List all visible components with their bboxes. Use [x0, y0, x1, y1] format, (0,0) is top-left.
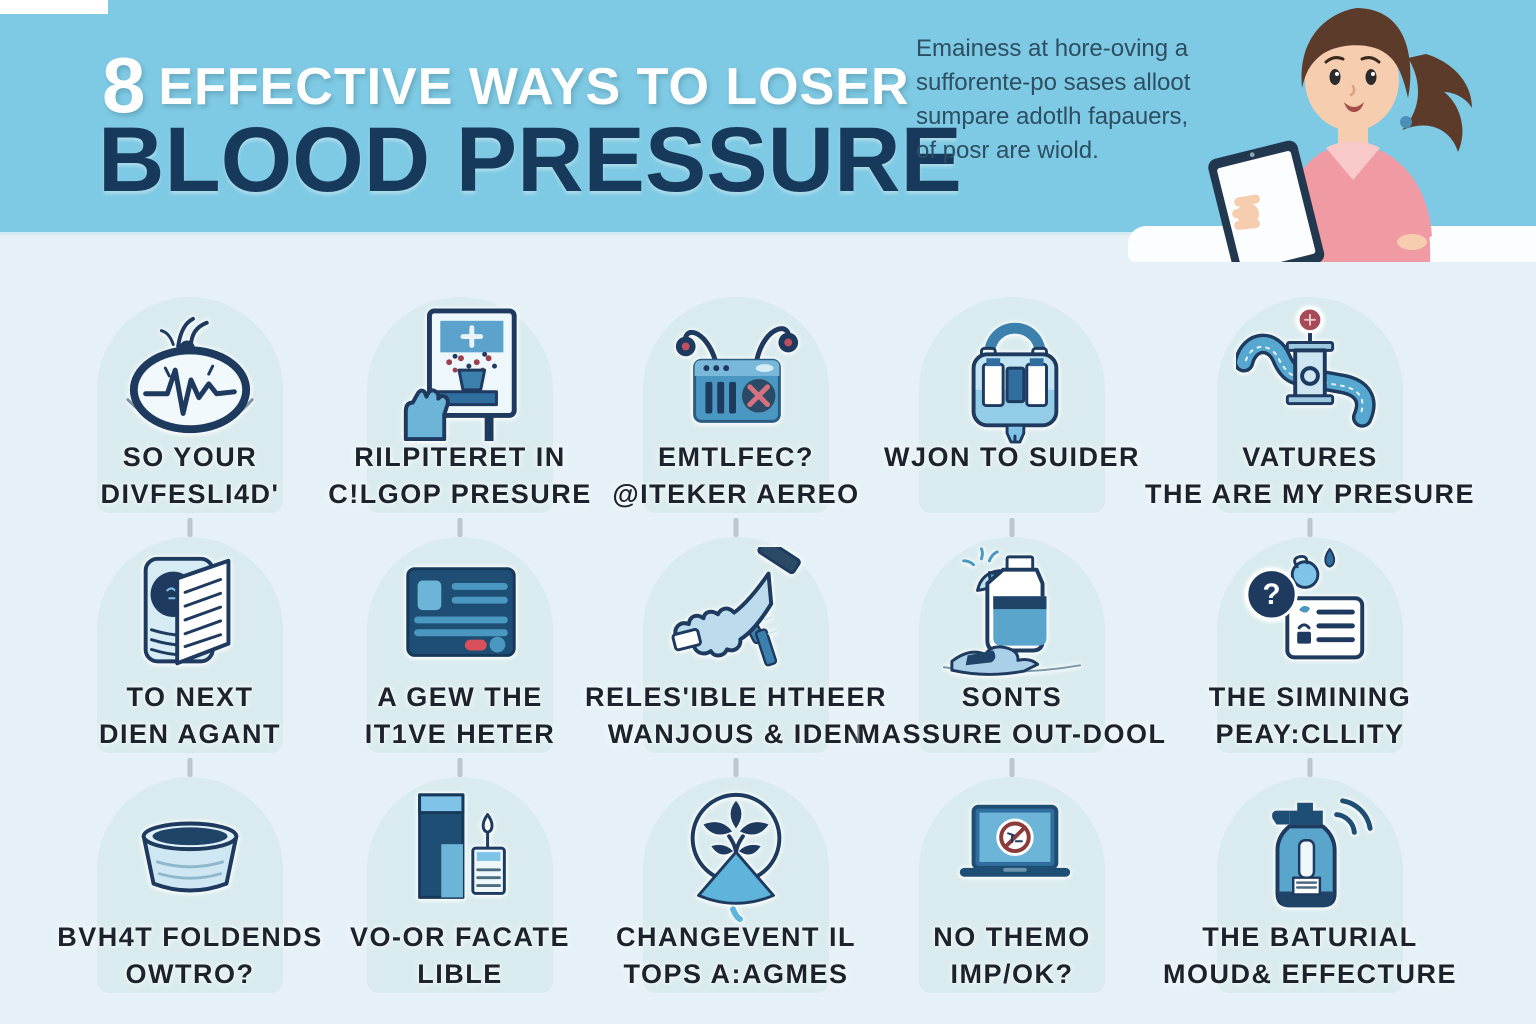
caption-line: WANJOUS & IDEN: [607, 719, 865, 749]
info-tile: SO YOUR DIVFESLI4D': [50, 297, 330, 529]
caption-line: EMTLFEC?: [658, 442, 814, 472]
caption-line: NO THEMO: [933, 922, 1091, 952]
tile-caption: BVH4T FOLDENDS OWTRO?: [57, 919, 323, 993]
medical-bag-icon: [932, 305, 1092, 447]
caption-line: MASSURE OUT-DOOL: [857, 719, 1167, 749]
paragraph-line: Emainess at hore-oving a: [916, 35, 1189, 62]
corner-strip: [0, 0, 108, 14]
tile-caption: NO THEMO IMP/OK?: [933, 919, 1091, 993]
info-tile: CHANGEVENT IL TOPS A:AGMES: [596, 758, 876, 1009]
title-rest: EFFECTIVE WAYS TO LOSER: [158, 58, 910, 116]
clinic-sign-icon: [380, 305, 540, 447]
tile-caption: RILPITERET IN C!LGOP PRESURE: [328, 439, 592, 513]
heart-ekg-icon: [110, 305, 270, 447]
tile-caption: SONTS MASSURE OUT-DOOL: [857, 679, 1166, 753]
pipe-valve-icon: [1230, 305, 1390, 447]
tile-caption: CHANGEVENT IL TOPS A:AGMES: [616, 919, 856, 993]
carton-label-icon: [380, 785, 540, 927]
razor-tool-icon: [656, 545, 816, 687]
spray-bottle-icon: [1230, 785, 1390, 927]
connector-line: [733, 758, 739, 777]
caption-line: IT1VE HETER: [364, 719, 556, 749]
connector-line: [1009, 758, 1015, 777]
caption-line: RELES'IBLE HTHEER: [585, 682, 887, 712]
svg-text:?: ?: [1263, 578, 1281, 611]
info-tile: ? THE SIMINING PEAY:CLLITY: [1170, 518, 1450, 769]
caption-line: THE BATURIAL: [1202, 922, 1418, 952]
paragraph-line: sumpare adotlh fapauers,: [916, 103, 1189, 130]
tile-caption: EMTLFEC? @ITEKER AEREO: [612, 439, 859, 513]
caption-line: TO NEXT: [126, 682, 254, 712]
info-tile: WJON TO SUIDER: [872, 297, 1152, 529]
basin-icon: [110, 785, 270, 927]
woman-with-tablet-illustration: [1208, 8, 1472, 262]
caption-line: MOUD& EFFECTURE: [1163, 959, 1457, 989]
info-tile: BVH4T FOLDENDS OWTRO?: [50, 758, 330, 1009]
info-tile: RILPITERET IN C!LGOP PRESURE: [320, 297, 600, 529]
caption-line: PEAY:CLLITY: [1215, 719, 1405, 749]
title-line-1: 8 EFFECTIVE WAYS TO LOSER: [102, 40, 910, 131]
header-band: 8 EFFECTIVE WAYS TO LOSER BLOOD PRESSURE …: [0, 0, 1536, 235]
connector-line: [1307, 518, 1313, 537]
connector-line: [1307, 758, 1313, 777]
plant-funnel-icon: [656, 785, 816, 927]
question-checklist-icon: ?: [1230, 545, 1390, 687]
caption-line: LIBLE: [417, 959, 503, 989]
info-tile: VATURES THE ARE MY PRESURE: [1145, 297, 1474, 529]
tile-caption: VATURES THE ARE MY PRESURE: [1145, 439, 1475, 513]
connector-line: [457, 518, 463, 537]
caption-line: DIEN AGANT: [99, 719, 281, 749]
caption-line: TOPS A:AGMES: [623, 959, 849, 989]
info-tile: RELES'IBLE HTHEER WANJOUS & IDEN: [585, 518, 885, 769]
laptop-block-icon: [932, 785, 1092, 927]
paragraph-line: sufforente-po sases alloot: [916, 69, 1191, 96]
tile-caption: SO YOUR DIVFESLI4D': [101, 439, 280, 513]
caption-line: CHANGEVENT IL: [615, 922, 857, 952]
tile-caption: VO-OR FACATE LIBLE: [350, 919, 570, 993]
tile-caption: TO NEXT DIEN AGANT: [99, 679, 281, 753]
caption-line: BVH4T FOLDENDS: [57, 922, 323, 952]
paragraph-line: of posr are wiold.: [916, 137, 1099, 164]
caption-line: A GEW THE: [377, 682, 543, 712]
info-tile: NO THEMO IMP/OK?: [872, 758, 1152, 1009]
tile-caption: THE BATURIAL MOUD& EFFECTURE: [1163, 919, 1457, 993]
info-tile: VO-OR FACATE LIBLE: [320, 758, 600, 1009]
intro-paragraph: Emainess at hore-oving a sufforente-po s…: [916, 32, 1226, 168]
connector-line: [1009, 518, 1015, 537]
caption-line: VATURES: [1242, 442, 1378, 472]
booklet-icon: [110, 545, 270, 687]
radio-monitor-icon: [656, 305, 816, 447]
connector-line: [733, 518, 739, 537]
caption-line: SO YOUR: [122, 442, 258, 472]
bottle-cloth-icon: [932, 545, 1092, 687]
connector-line: [457, 758, 463, 777]
caption-line: C!LGOP PRESURE: [328, 479, 592, 509]
connector-line: [187, 518, 193, 537]
caption-line: THE ARE MY PRESURE: [1144, 479, 1476, 509]
info-tile: EMTLFEC? @ITEKER AEREO: [596, 297, 876, 529]
caption-line: @ITEKER AEREO: [612, 479, 860, 509]
tile-caption: RELES'IBLE HTHEER WANJOUS & IDEN: [585, 679, 887, 753]
title-line-2: BLOOD PRESSURE: [98, 109, 962, 211]
tile-caption: THE SIMINING PEAY:CLLITY: [1209, 679, 1412, 753]
info-tile: A GEW THE IT1VE HETER: [320, 518, 600, 769]
caption-line: IMP/OK?: [950, 959, 1074, 989]
caption-line: SONTS: [961, 682, 1063, 712]
info-tile: TO NEXT DIEN AGANT: [50, 518, 330, 769]
id-card-icon: [380, 545, 540, 687]
caption-line: OWTRO?: [125, 959, 255, 989]
caption-line: RILPITERET IN: [354, 442, 566, 472]
title-number: 8: [102, 41, 147, 129]
caption-line: THE SIMINING: [1208, 682, 1412, 712]
info-tile: THE BATURIAL MOUD& EFFECTURE: [1163, 758, 1456, 1009]
info-tile: SONTS MASSURE OUT-DOOL: [857, 518, 1165, 769]
connector-line: [187, 758, 193, 777]
caption-line: WJON TO SUIDER: [883, 442, 1141, 472]
tile-caption: A GEW THE IT1VE HETER: [365, 679, 556, 753]
tile-caption: WJON TO SUIDER: [884, 439, 1140, 476]
caption-line: DIVFESLI4D': [100, 479, 280, 509]
caption-line: VO-OR FACATE: [350, 922, 570, 952]
